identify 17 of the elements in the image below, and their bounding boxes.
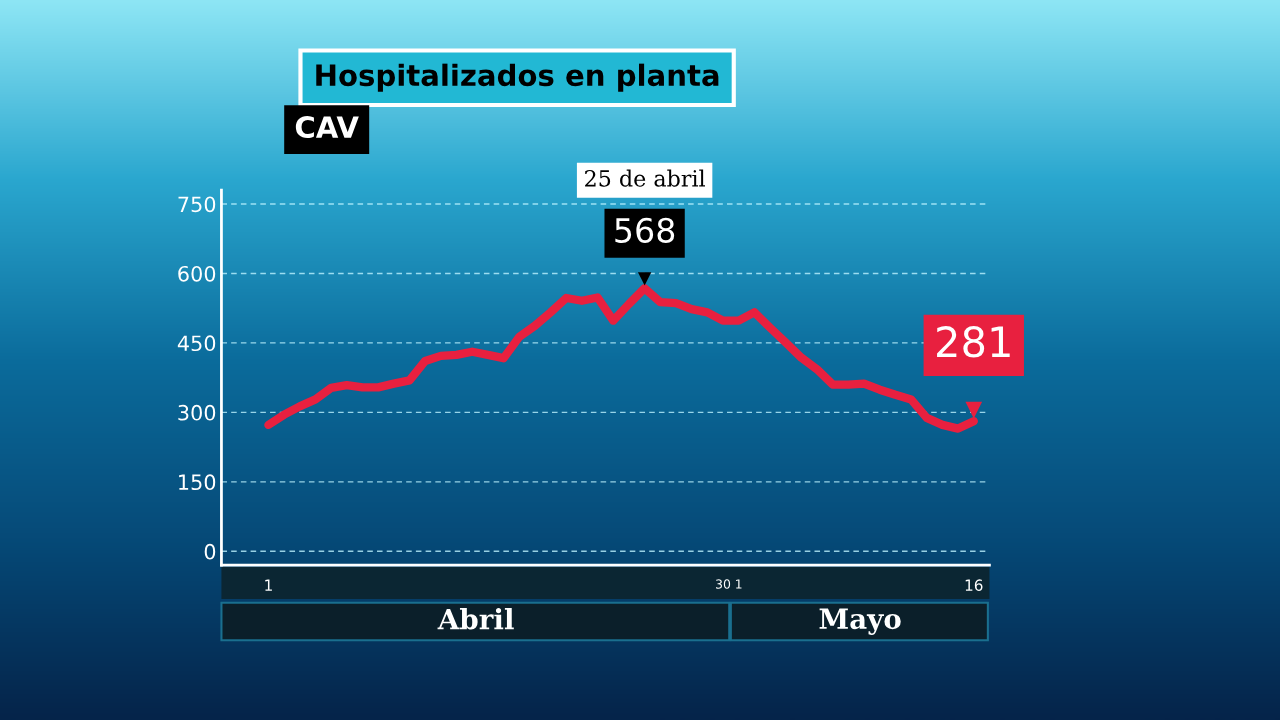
x-tick-label: 30 [715, 579, 731, 589]
data-label: 568 [615, 217, 675, 243]
y-tick-label: 600 [178, 265, 216, 282]
text: Mayo [819, 608, 901, 635]
data-label: 281 [937, 326, 1010, 358]
y-tick-label: 450 [177, 335, 216, 352]
text: 25 de abril [585, 169, 706, 187]
y-tick-label: 0 [204, 543, 216, 560]
y-tick-label: 150 [179, 474, 216, 491]
x-tick-label: 1 [265, 579, 272, 591]
y-tick-label: 750 [178, 196, 216, 213]
chart-subtitle: CAV [295, 116, 359, 139]
x-tick-label: 16 [965, 579, 983, 591]
text: Abril [437, 608, 514, 630]
x-tick-label: 1 [736, 579, 742, 589]
chart-title: Hospitalizados en planta [316, 63, 719, 92]
y-tick-label: 300 [178, 404, 216, 421]
